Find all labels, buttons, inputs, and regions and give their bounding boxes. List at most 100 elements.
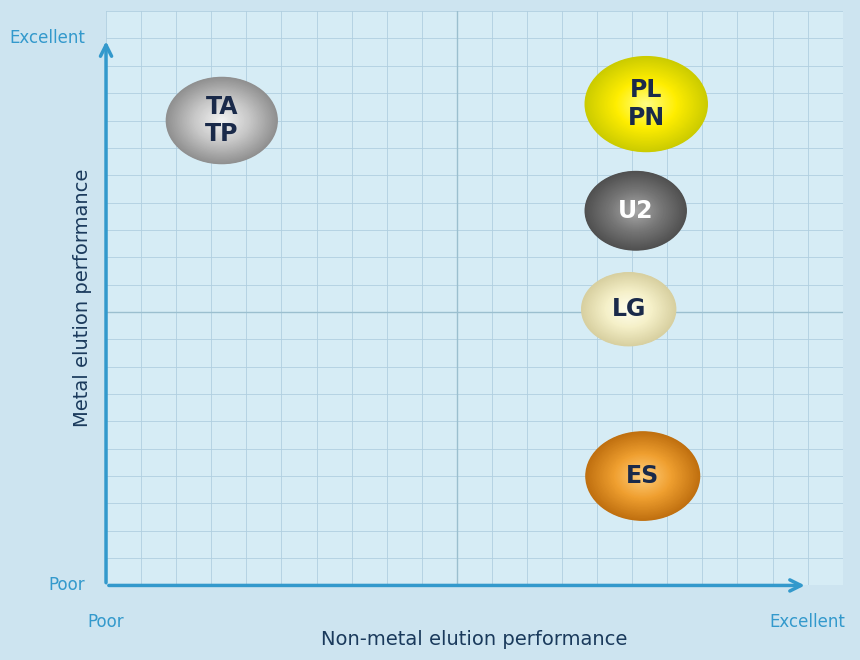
Circle shape [641, 100, 652, 108]
Circle shape [611, 452, 673, 500]
Circle shape [598, 182, 673, 240]
Circle shape [620, 458, 666, 494]
Circle shape [628, 309, 630, 310]
Circle shape [209, 111, 235, 131]
Circle shape [600, 183, 671, 238]
Circle shape [208, 110, 235, 131]
Circle shape [628, 205, 643, 216]
Circle shape [592, 61, 701, 147]
Circle shape [615, 194, 657, 227]
Circle shape [607, 292, 650, 326]
Circle shape [625, 463, 660, 490]
Circle shape [610, 294, 648, 324]
Circle shape [187, 94, 256, 147]
Circle shape [611, 192, 660, 230]
Circle shape [625, 203, 646, 218]
Circle shape [610, 191, 661, 231]
Circle shape [609, 449, 677, 502]
Circle shape [170, 81, 273, 160]
Circle shape [634, 209, 637, 213]
Circle shape [629, 205, 642, 216]
Circle shape [584, 275, 673, 344]
Text: TA
TP: TA TP [205, 94, 238, 147]
Circle shape [201, 105, 243, 137]
Circle shape [632, 208, 640, 214]
Circle shape [193, 98, 250, 143]
Circle shape [640, 474, 646, 478]
Circle shape [603, 71, 690, 138]
Circle shape [598, 181, 674, 241]
Circle shape [643, 102, 649, 106]
Circle shape [599, 286, 658, 332]
Circle shape [212, 113, 231, 128]
Circle shape [600, 443, 685, 509]
Circle shape [608, 449, 678, 503]
Circle shape [585, 431, 700, 521]
Circle shape [600, 287, 657, 331]
Circle shape [622, 460, 664, 492]
Circle shape [624, 87, 668, 121]
Circle shape [644, 102, 648, 106]
Circle shape [169, 79, 274, 162]
Circle shape [597, 284, 660, 334]
Circle shape [593, 63, 699, 146]
X-axis label: Non-metal elution performance: Non-metal elution performance [321, 630, 628, 649]
Circle shape [613, 79, 679, 130]
Circle shape [218, 117, 225, 123]
Circle shape [600, 183, 672, 239]
Circle shape [596, 180, 675, 242]
Circle shape [589, 434, 696, 517]
Circle shape [620, 303, 637, 315]
Text: Poor: Poor [88, 612, 125, 631]
Circle shape [587, 174, 684, 248]
Circle shape [634, 469, 652, 483]
Circle shape [217, 117, 227, 124]
Circle shape [621, 84, 672, 124]
Circle shape [596, 284, 661, 335]
Circle shape [216, 115, 228, 125]
Circle shape [593, 62, 700, 147]
Circle shape [585, 275, 673, 344]
Circle shape [215, 115, 229, 126]
Circle shape [624, 461, 662, 491]
Circle shape [642, 101, 650, 107]
Circle shape [176, 85, 267, 156]
Circle shape [639, 99, 654, 110]
Circle shape [603, 185, 668, 236]
Circle shape [609, 190, 662, 232]
Circle shape [611, 77, 681, 131]
Circle shape [629, 465, 657, 487]
Circle shape [605, 291, 652, 327]
Circle shape [599, 182, 673, 240]
Circle shape [587, 172, 685, 249]
Circle shape [603, 445, 683, 508]
Circle shape [636, 96, 656, 112]
Circle shape [593, 281, 665, 337]
Circle shape [597, 180, 675, 241]
Circle shape [219, 118, 224, 123]
Circle shape [632, 468, 654, 484]
Circle shape [630, 206, 642, 216]
Circle shape [633, 468, 653, 484]
Circle shape [175, 84, 268, 156]
Circle shape [601, 69, 691, 140]
Circle shape [612, 78, 680, 131]
Circle shape [629, 90, 664, 118]
Circle shape [191, 96, 253, 145]
Circle shape [635, 95, 658, 113]
Circle shape [595, 439, 691, 513]
Circle shape [599, 442, 687, 511]
Circle shape [624, 462, 660, 490]
Circle shape [611, 191, 660, 230]
Circle shape [170, 80, 273, 161]
Circle shape [624, 305, 634, 314]
Circle shape [598, 285, 660, 333]
Circle shape [585, 56, 708, 152]
Circle shape [213, 114, 230, 127]
Circle shape [602, 444, 684, 508]
Circle shape [606, 188, 665, 234]
Circle shape [586, 276, 672, 343]
Circle shape [588, 278, 669, 341]
Circle shape [612, 296, 645, 322]
Circle shape [593, 281, 665, 337]
